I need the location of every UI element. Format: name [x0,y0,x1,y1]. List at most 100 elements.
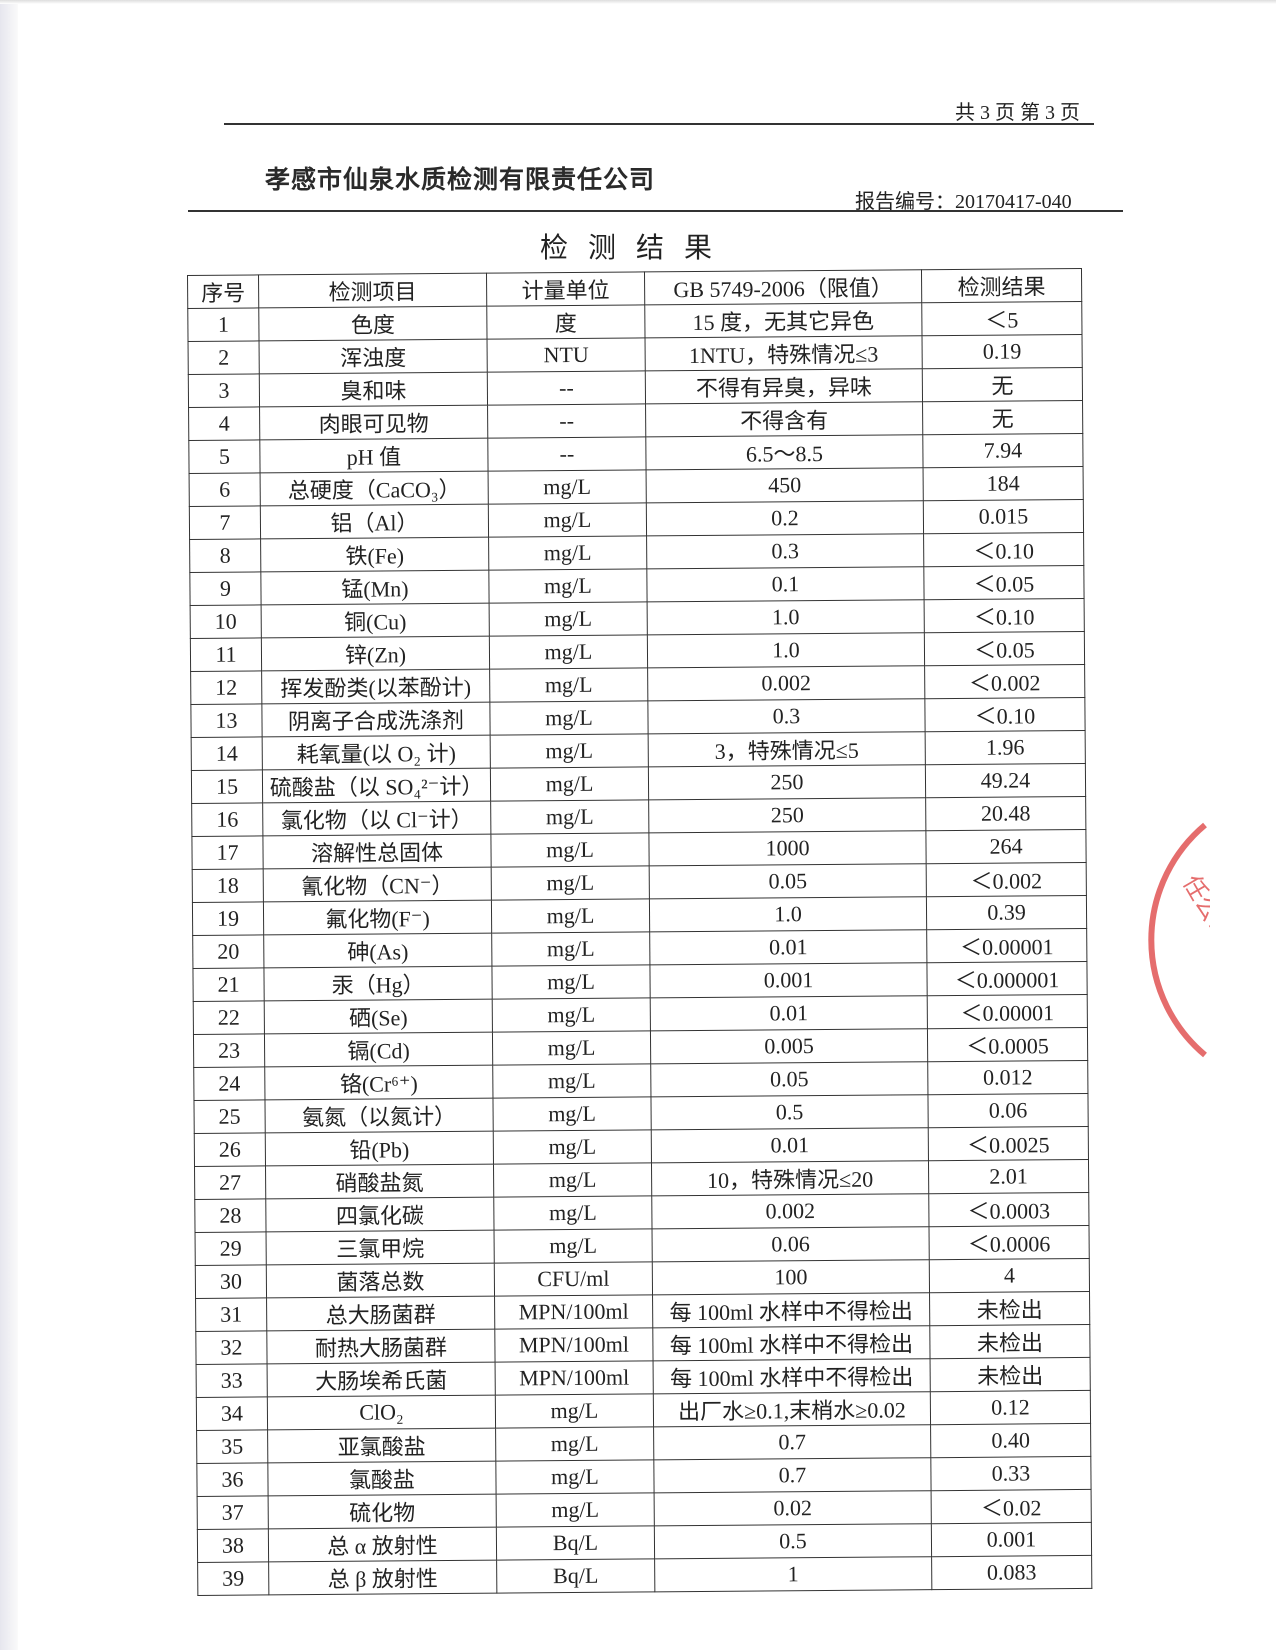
table-cell: mg/L [494,1228,653,1264]
column-header: GB 5749-2006（限值） [644,269,922,305]
table-cell: 38 [197,1528,269,1563]
table-cell: mg/L [488,568,648,604]
table-cell: 0.5 [650,1094,929,1130]
table-cell: 9 [189,571,262,606]
table-cell: 0.1 [646,566,925,602]
table-cell: 20 [192,934,264,969]
scan-top-edge [0,0,1276,4]
page-info: 共 3 页 第 3 页 [955,102,1080,124]
table-cell: 挥发酚类(以苯酚计) [261,669,490,704]
table-cell: 0.05 [649,863,927,899]
table-cell: 氯酸盐 [267,1461,497,1496]
table-cell: 0.001 [931,1522,1092,1557]
table-cell: 铝（Al） [260,504,489,539]
table-cell: 25 [193,1099,266,1134]
table-cell: mg/L [492,1063,651,1099]
table-cell: mg/L [495,1393,654,1429]
table-cell: mg/L [489,700,649,736]
company-seal: 任公司 [1148,822,1210,1058]
table-cell: ＜0.10 [924,697,1086,732]
table-cell: 0.02 [654,1490,932,1526]
table-cell: 27 [194,1165,266,1200]
table-cell: mg/L [491,931,650,967]
table-cell: 28 [194,1198,267,1233]
table-cell: 0.01 [651,1127,929,1163]
table-cell: 16 [191,802,263,837]
table-cell: 耗氧量(以 O₂ 计) [262,735,491,770]
table-cell: 23 [193,1033,265,1068]
table-cell: 10 [190,604,262,639]
table-cell: 6 [189,472,261,507]
table-cell: 0.06 [927,1093,1089,1128]
table-cell: 无 [922,400,1083,435]
table-cell: 3，特殊情况≤5 [648,731,926,767]
table-cell: ＜0.10 [923,532,1084,567]
table-cell: 2 [188,340,260,375]
table-cell: ClO₂ [267,1395,496,1430]
table-cell: 浑浊度 [259,339,488,374]
table-cell: mg/L [488,535,647,571]
table-cell: 31 [195,1297,267,1332]
table-cell: 0.05 [650,1061,928,1097]
table-cell: 出厂水≥0.1,末梢水≥0.02 [653,1391,931,1427]
table-cell: mg/L [491,898,650,934]
table-cell: mg/L [495,1426,654,1462]
table-cell: 17 [191,835,264,870]
table-cell: 14 [191,736,263,771]
table-cell: mg/L [489,634,648,670]
column-header: 检测项目 [258,273,487,308]
table-cell: ＜0.0003 [928,1192,1089,1227]
table-cell: 1 [187,307,260,342]
table-cell: 15 [191,769,263,804]
table-cell: 0.015 [923,499,1084,534]
table-cell: 0.06 [652,1226,930,1262]
table-cell: 硝酸盐氮 [265,1164,494,1199]
table-cell: 0.083 [931,1555,1092,1590]
table-cell: 阴离子合成洗涤剂 [261,702,491,737]
table-cell: 26 [194,1132,266,1167]
table-cell: 264 [925,829,1087,864]
report-number: 报告编号：20170417-040 [855,191,1072,213]
table-cell: 1000 [648,830,927,866]
table-cell: 13 [190,703,263,738]
table-cell: 18 [192,868,264,903]
company-name: 孝感市仙泉水质检测有限责任公司 [265,165,656,194]
table-cell: mg/L [490,799,649,835]
table-cell: -- [487,403,646,439]
table-cell: 30 [195,1264,267,1299]
table-cell: 耐热大肠菌群 [266,1329,496,1364]
table-cell: 10，特殊情况≤20 [651,1160,929,1196]
table-cell: 氟化物(F⁻) [263,900,492,935]
table-cell: ＜0.00001 [926,928,1087,963]
table-cell: 0.3 [647,698,926,734]
table-cell: ＜0.05 [923,565,1085,600]
table-cell: 总 α 放射性 [268,1527,497,1562]
table-cell: 总大肠菌群 [266,1296,495,1331]
table-cell: 每 100ml 水样中不得检出 [653,1358,931,1394]
table-cell: 汞（Hg） [263,966,493,1001]
table-cell: NTU [487,337,646,373]
table-cell: 硫化物 [268,1494,497,1529]
table-cell: 37 [197,1495,269,1530]
table-cell: 0.33 [930,1456,1092,1491]
table-cell: 铅(Pb) [265,1131,494,1166]
table-cell: mg/L [493,1129,652,1165]
table-cell: 0.002 [647,665,925,701]
column-header: 序号 [187,274,259,309]
table-cell: mg/L [492,1096,652,1132]
table-cell: mg/L [490,733,649,769]
table-cell: 锰(Mn) [260,570,490,605]
table-cell: 3 [188,373,260,408]
table-cell: 0.39 [926,895,1087,930]
table-cell: CFU/ml [494,1261,653,1297]
table-cell: 4 [188,406,260,441]
table-cell: 硫酸盐（以 SO₄²⁻计） [262,768,491,803]
table-cell: 不得有异臭，异味 [645,368,923,404]
table-cell: mg/L [492,997,651,1033]
table-cell: mg/L [490,832,650,868]
table-cell: mg/L [488,502,647,538]
table-cell: 250 [648,764,926,800]
table-cell: 肉眼可见物 [259,405,488,440]
table-cell: 亚氯酸盐 [267,1428,496,1463]
table-cell: 0.12 [930,1390,1091,1425]
